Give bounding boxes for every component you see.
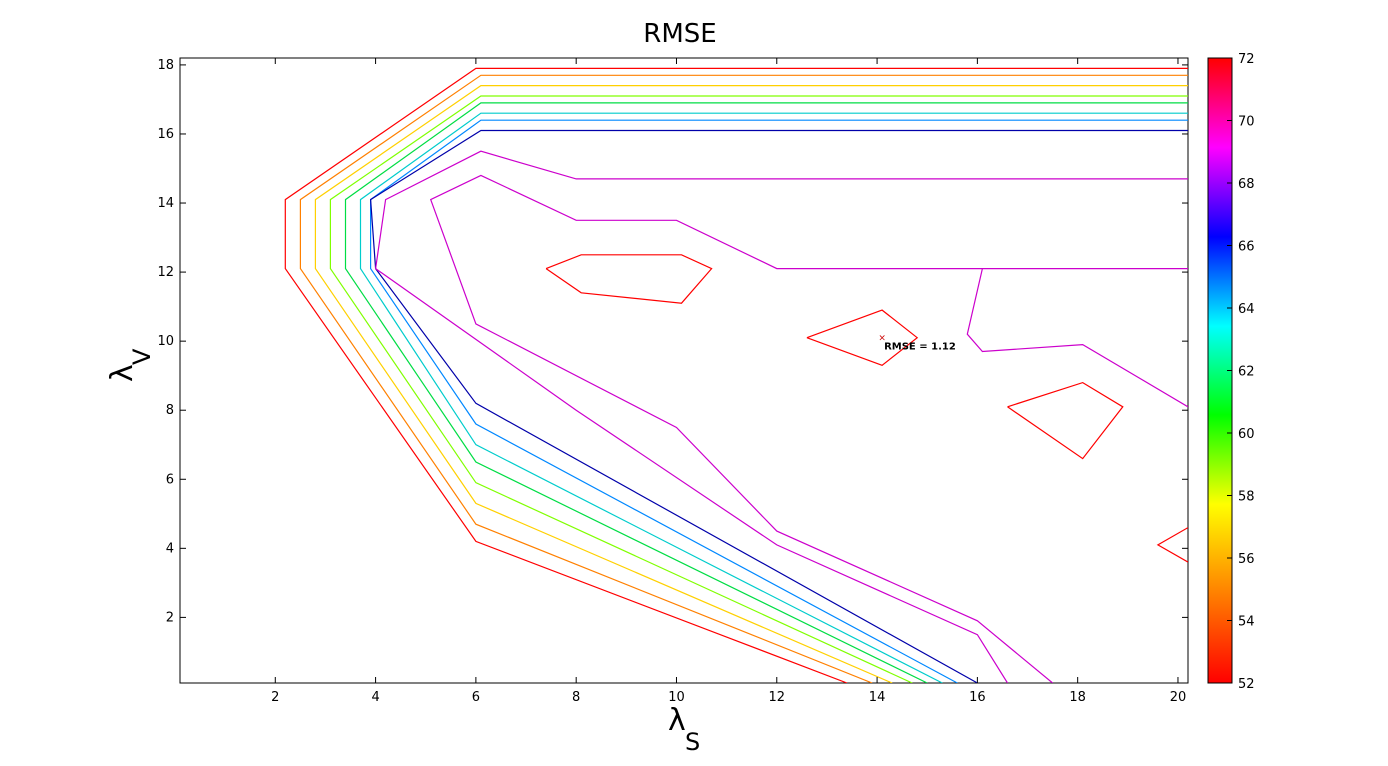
min-annotation: × RMSE = 1.12: [878, 334, 956, 353]
y-tick-label: 16: [157, 127, 174, 142]
annotation-label: RMSE = 1.12: [884, 342, 956, 353]
colorbar-tick-label: 56: [1238, 552, 1255, 567]
y-tick-label: 4: [166, 541, 174, 556]
contour-line-62-5: [359, 112, 1188, 683]
contour-line-60-4: [344, 102, 1188, 683]
contour-line-68-10: [966, 268, 1188, 408]
colorbar-tick-label: 72: [1238, 52, 1255, 67]
contour-line-70-14: [1156, 527, 1188, 563]
colorbar-tick-label: 58: [1238, 490, 1255, 505]
y-tick-label: 6: [166, 472, 174, 487]
contour-line-68-9: [429, 174, 1188, 683]
y-axis-label: λ V: [105, 348, 156, 382]
colorbar-tick-label: 60: [1238, 427, 1255, 442]
plot-area: [179, 57, 1189, 684]
x-tick-label: 14: [869, 690, 886, 705]
contour-line-54-1: [299, 74, 1188, 683]
x-tick-label: 16: [969, 690, 986, 705]
colorbar-tick-label: 68: [1238, 177, 1255, 192]
y-axis-label-sub: V: [128, 348, 156, 365]
contour-line-58-3: [329, 95, 1188, 683]
contour-line-66-7: [369, 129, 1188, 683]
contour-line-68-8: [374, 150, 1188, 683]
contour-line-70-13: [1007, 381, 1124, 460]
colorbar-tick-label: 52: [1238, 677, 1255, 692]
y-tick-label: 14: [157, 196, 174, 211]
y-tick-label: 8: [166, 403, 174, 418]
y-tick-label: 18: [157, 58, 174, 73]
x-tick-label: 4: [371, 690, 379, 705]
colorbar-ticks: 52 54 56 58 60 62 64 66 68 70 72: [1227, 52, 1255, 692]
annotation-marker: ×: [878, 334, 886, 344]
contour-line-70-12: [806, 309, 919, 366]
x-axis-ticks: 2 4 6 8 10 12 14 16 18 20: [271, 58, 1186, 705]
x-tick-label: 2: [271, 690, 279, 705]
y-axis-label-base: λ: [105, 364, 140, 382]
colorbar-tick-label: 54: [1238, 615, 1255, 630]
x-tick-label: 10: [668, 690, 685, 705]
y-axis-ticks: 2 4 6 8 10 12 14 16 18: [157, 58, 1188, 625]
x-tick-label: 6: [472, 690, 480, 705]
y-tick-label: 2: [166, 610, 174, 625]
x-axis-label-base: λ: [668, 703, 686, 738]
contour-line-70-11: [545, 254, 713, 304]
contour-lines: [284, 67, 1188, 683]
colorbar-tick-label: 66: [1238, 240, 1255, 255]
colorbar-tick-label: 64: [1238, 302, 1255, 317]
x-tick-label: 8: [572, 690, 580, 705]
colorbar-tick-label: 70: [1238, 115, 1255, 130]
x-tick-label: 12: [769, 690, 786, 705]
contour-line-52-0: [284, 67, 1188, 683]
x-tick-label: 18: [1069, 690, 1086, 705]
x-axis-label-sub: S: [685, 728, 700, 756]
colorbar-tick-label: 62: [1238, 365, 1255, 380]
contour-line-56-2: [314, 84, 1188, 683]
chart-title: RMSE: [643, 19, 716, 49]
x-tick-label: 20: [1170, 690, 1187, 705]
contour-line-64-6: [370, 119, 1188, 683]
x-axis-label: λ S: [668, 703, 700, 756]
y-tick-label: 10: [157, 334, 174, 349]
y-tick-label: 12: [157, 265, 174, 280]
